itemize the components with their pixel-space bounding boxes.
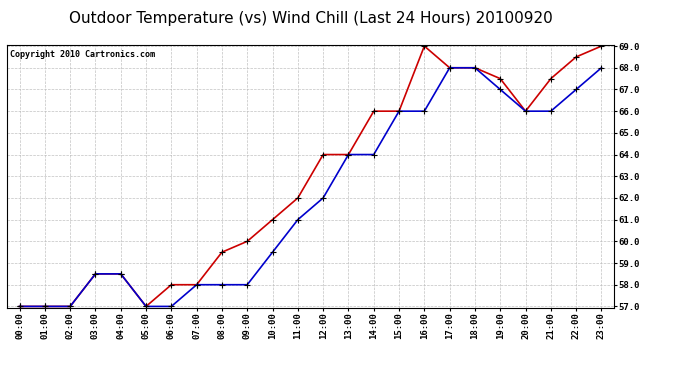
Text: Outdoor Temperature (vs) Wind Chill (Last 24 Hours) 20100920: Outdoor Temperature (vs) Wind Chill (Las… [68, 11, 553, 26]
Text: Copyright 2010 Cartronics.com: Copyright 2010 Cartronics.com [10, 50, 155, 59]
